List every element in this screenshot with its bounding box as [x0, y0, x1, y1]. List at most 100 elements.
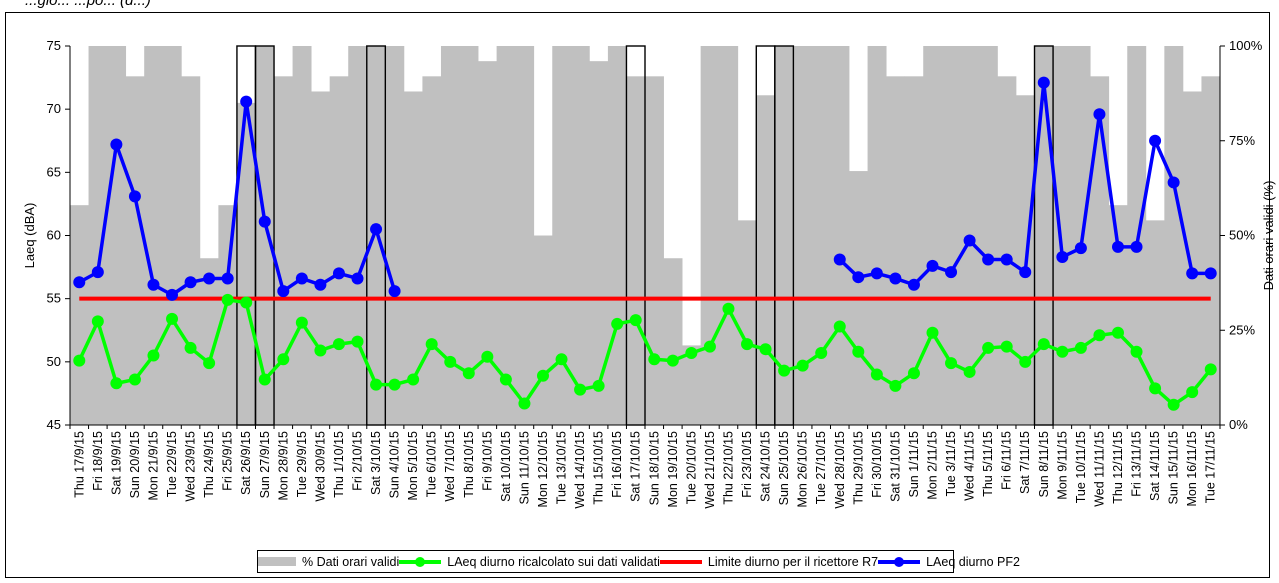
laeq-pf2-point	[370, 223, 383, 236]
bar-valid-data	[793, 46, 813, 425]
laeq-ricalcolato-point	[147, 349, 160, 362]
bar-valid-data	[125, 76, 145, 425]
bar-valid-data	[1182, 91, 1202, 425]
x-tick-label: Mon 9/11/15	[1055, 431, 1069, 500]
chart-legend: % Dati orari validi LAeq diurno ricalcol…	[257, 550, 1020, 573]
laeq-ricalcolato-point	[481, 350, 494, 363]
y-tick-label-left: 50	[47, 354, 61, 369]
bar-valid-data	[978, 46, 998, 425]
x-tick-label: Mon 16/11/15	[1185, 431, 1199, 507]
laeq-pf2-point	[926, 259, 939, 272]
legend-item-red: Limite diurno per il ricettore R7	[659, 554, 879, 569]
x-tick-label: Fri 16/10/15	[610, 431, 624, 498]
bar-valid-data	[1090, 76, 1110, 425]
bar-valid-data	[552, 46, 572, 425]
laeq-ricalcolato-point	[1074, 341, 1087, 354]
bar-valid-data	[496, 46, 516, 425]
x-tick-label: Mon 26/10/15	[796, 431, 810, 507]
x-tick-label: Thu 1/10/15	[332, 431, 346, 498]
laeq-pf2-point	[240, 95, 253, 108]
x-tick-label: Sat 26/9/15	[239, 431, 253, 495]
x-tick-label: Tue 6/10/15	[425, 431, 439, 497]
laeq-ricalcolato-point	[852, 345, 865, 358]
x-tick-label: Tue 20/10/15	[684, 431, 698, 504]
laeq-ricalcolato-point	[1000, 340, 1013, 353]
x-tick-label: Sat 17/10/15	[629, 431, 643, 502]
laeq-ricalcolato-point	[499, 373, 512, 386]
laeq-ricalcolato-point	[889, 379, 902, 392]
laeq-ricalcolato-point	[221, 293, 234, 306]
bar-valid-data	[1164, 46, 1184, 425]
x-tick-label: Wed 30/9/15	[313, 431, 327, 502]
laeq-ricalcolato-point	[314, 344, 327, 357]
laeq-ricalcolato-point	[462, 367, 475, 380]
y-axis-title-right: Dati orari validi (%)	[1261, 181, 1276, 291]
bar-valid-data	[162, 46, 182, 425]
bar-valid-data	[756, 95, 776, 426]
bar-valid-data	[533, 235, 553, 425]
laeq-ricalcolato-point	[332, 338, 345, 351]
laeq-ricalcolato-point	[611, 317, 624, 330]
x-tick-label: Fri 9/10/15	[480, 431, 494, 491]
laeq-pf2-point	[1130, 240, 1143, 253]
y-tick-label-left: 75	[47, 38, 61, 53]
x-tick-label: Thu 24/9/15	[202, 431, 216, 498]
x-tick-label: Fri 25/9/15	[221, 431, 235, 491]
legend-label-red: Limite diurno per il ricettore R7	[707, 554, 879, 569]
x-tick-label: Fri 6/11/15	[1000, 431, 1014, 490]
bar-valid-data	[811, 46, 831, 425]
y-tick-label-right: 0%	[1229, 417, 1248, 432]
bar-valid-data	[570, 46, 590, 425]
x-tick-label: Sat 19/9/15	[109, 431, 123, 495]
laeq-ricalcolato-point	[796, 359, 809, 372]
x-tick-label: Mon 12/10/15	[536, 431, 550, 507]
laeq-ricalcolato-point	[425, 338, 438, 351]
x-tick-label: Tue 13/10/15	[555, 431, 569, 504]
laeq-ricalcolato-point	[815, 346, 828, 359]
laeq-ricalcolato-point	[722, 302, 735, 315]
bar-valid-data	[589, 61, 609, 425]
laeq-ricalcolato-point	[1149, 382, 1162, 395]
x-tick-label: Wed 4/11/15	[963, 431, 977, 501]
x-tick-label: Sat 24/10/15	[759, 431, 773, 502]
laeq-ricalcolato-point	[703, 340, 716, 353]
laeq-ricalcolato-point	[1186, 386, 1199, 399]
laeq-pf2-point	[1167, 176, 1180, 189]
x-tick-label: Wed 23/9/15	[184, 431, 198, 502]
y-tick-label-left: 70	[47, 101, 61, 116]
bar-valid-data	[737, 220, 757, 425]
laeq-ricalcolato-point	[444, 355, 457, 368]
bar-valid-data	[274, 76, 293, 425]
x-tick-label: Mon 21/9/15	[146, 431, 160, 501]
y-tick-label-right: 25%	[1229, 322, 1255, 337]
legend-swatch-red	[659, 559, 702, 564]
laeq-ricalcolato-point	[870, 368, 883, 381]
bar-valid-data	[107, 46, 127, 425]
legend-item-green: LAeq diurno ricalcolato sui dati validat…	[399, 555, 660, 569]
laeq-pf2-point	[1074, 242, 1087, 255]
bar-valid-data	[700, 46, 720, 425]
laeq-ricalcolato-point	[1019, 355, 1032, 368]
bar-valid-data	[941, 46, 961, 425]
laeq-ricalcolato-point	[351, 335, 364, 348]
x-tick-label: Sun 8/11/15	[1037, 431, 1051, 498]
bar-valid-data	[904, 76, 924, 425]
laeq-pf2-point	[1186, 267, 1199, 280]
y-tick-label-right: 75%	[1229, 133, 1255, 148]
laeq-ricalcolato-point	[518, 397, 531, 410]
x-tick-label: Sat 7/11/15	[1018, 431, 1032, 494]
x-tick-label: Sat 31/10/15	[888, 431, 902, 502]
bar-valid-data	[626, 76, 646, 425]
x-tick-label: Sun 20/9/15	[128, 431, 142, 498]
laeq-ricalcolato-point	[203, 357, 216, 370]
bar-valid-data	[1108, 205, 1128, 425]
x-tick-label: Fri 30/10/15	[870, 431, 884, 498]
x-tick-label: Thu 8/10/15	[462, 431, 476, 498]
legend-swatch-green	[399, 556, 442, 567]
laeq-pf2-point	[258, 215, 271, 228]
chart-frame	[5, 12, 1270, 578]
laeq-ricalcolato-point	[277, 353, 290, 366]
laeq-pf2-point	[889, 272, 902, 285]
x-tick-label: Mon 2/11/15	[926, 431, 940, 500]
